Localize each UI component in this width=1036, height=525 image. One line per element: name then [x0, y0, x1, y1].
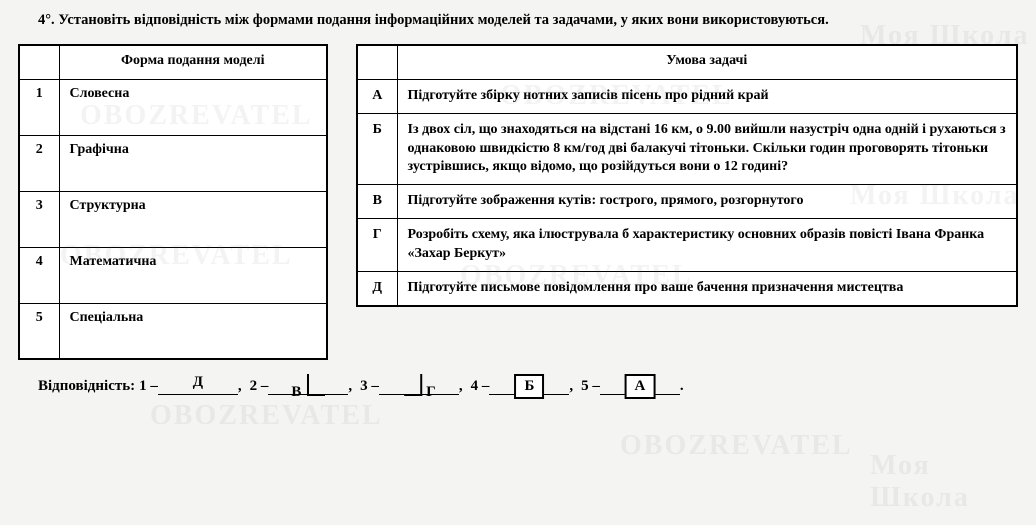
left-table-wrap: Форма подання моделі 1Словесна2Графічна3…	[18, 44, 328, 360]
row-num: 3	[19, 191, 59, 247]
table-row: 4Математична	[19, 247, 327, 303]
answers-label: Відповідність:	[18, 378, 135, 395]
row-form: Спеціальна	[59, 303, 327, 359]
left-header-empty	[19, 45, 59, 79]
right-header-empty	[357, 45, 397, 79]
answer-line[interactable]: Г	[379, 394, 459, 395]
row-condition: Із двох сіл, що знаходяться на відстані …	[397, 113, 1017, 185]
right-tbody: АПідготуйте збірку нотних записів пісень…	[357, 79, 1017, 306]
row-num: 5	[19, 303, 59, 359]
task-prompt: 4°. Установіть відповідність між формами…	[18, 10, 1018, 30]
task-text: Установіть відповідність між формами под…	[58, 12, 828, 28]
right-header-condition: Умова задачі	[397, 45, 1017, 79]
table-row: 5Спеціальна	[19, 303, 327, 359]
answer-sep: ,	[238, 378, 242, 395]
row-condition: Розробіть схему, яка ілюструвала б харак…	[397, 219, 1017, 272]
watermark: OBOZREVATEL	[150, 400, 383, 432]
row-letter: В	[357, 185, 397, 219]
answer-num: 1 –	[139, 378, 158, 395]
row-condition: Підготуйте збірку нотних записів пісень …	[397, 79, 1017, 113]
answer-line[interactable]: В	[268, 394, 348, 395]
row-form: Математична	[59, 247, 327, 303]
answer-num: 2 –	[250, 378, 269, 395]
row-condition: Підготуйте зображення кутів: гострого, п…	[397, 185, 1017, 219]
forms-table: Форма подання моделі 1Словесна2Графічна3…	[18, 44, 328, 360]
row-letter: Д	[357, 272, 397, 306]
row-num: 4	[19, 247, 59, 303]
answer-slot: 1 – Д,	[139, 378, 250, 395]
answer-box: А	[624, 374, 655, 399]
left-header-form: Форма подання моделі	[59, 45, 327, 79]
left-tbody: 1Словесна2Графічна3Структурна4Математичн…	[19, 79, 327, 359]
table-row: 3Структурна	[19, 191, 327, 247]
answer-line[interactable]: Д	[158, 394, 238, 395]
table-row: БІз двох сіл, що знаходяться на відстані…	[357, 113, 1017, 185]
answer-letter: Д	[193, 374, 203, 391]
tables-container: Форма подання моделі 1Словесна2Графічна3…	[18, 44, 1018, 360]
watermark: OBOZREVATEL	[620, 430, 853, 462]
task-number: 4°.	[38, 12, 55, 28]
table-row: ГРозробіть схему, яка ілюструвала б хара…	[357, 219, 1017, 272]
table-row: ВПідготуйте зображення кутів: гострого, …	[357, 185, 1017, 219]
table-row: АПідготуйте збірку нотних записів пісень…	[357, 79, 1017, 113]
answer-sep: ,	[569, 378, 573, 395]
row-form: Структурна	[59, 191, 327, 247]
answer-line[interactable]: А	[600, 394, 680, 395]
answers-row: Відповідність:1 – Д, 2 – В, 3 – Г, 4 – Б…	[18, 378, 1018, 395]
answer-sep: ,	[459, 378, 463, 395]
answer-slot: 5 – А.	[581, 378, 684, 395]
answer-letter: В	[291, 374, 325, 401]
table-row: 2Графічна	[19, 135, 327, 191]
answer-slot: 2 – В,	[250, 378, 361, 395]
row-num: 1	[19, 79, 59, 135]
row-form: Графічна	[59, 135, 327, 191]
answer-letter: Г	[402, 374, 436, 401]
row-condition: Підготуйте письмове повідомлення про ваш…	[397, 272, 1017, 306]
right-table-wrap: Умова задачі АПідготуйте збірку нотних з…	[356, 44, 1018, 360]
row-form: Словесна	[59, 79, 327, 135]
answer-sep: ,	[348, 378, 352, 395]
answer-num: 3 –	[360, 378, 379, 395]
row-letter: А	[357, 79, 397, 113]
row-num: 2	[19, 135, 59, 191]
watermark: Моя Школа	[870, 450, 1036, 514]
row-letter: Г	[357, 219, 397, 272]
answer-slot: 3 – Г,	[360, 378, 471, 395]
conditions-table: Умова задачі АПідготуйте збірку нотних з…	[356, 44, 1018, 307]
answer-num: 5 –	[581, 378, 600, 395]
answer-slot: 4 – Б,	[471, 378, 582, 395]
row-letter: Б	[357, 113, 397, 185]
table-row: 1Словесна	[19, 79, 327, 135]
answer-line[interactable]: Б	[489, 394, 569, 395]
answer-num: 4 –	[471, 378, 490, 395]
answer-box: Б	[514, 374, 544, 399]
table-row: ДПідготуйте письмове повідомлення про ва…	[357, 272, 1017, 306]
answer-sep: .	[680, 378, 684, 395]
